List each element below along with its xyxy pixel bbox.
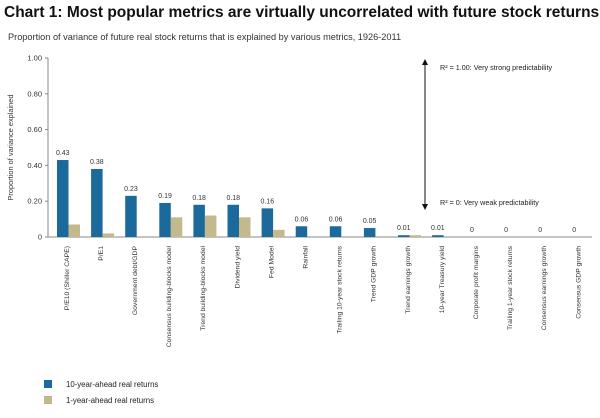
- annotation-weak: R² = 0: Very weak predictability: [440, 198, 539, 207]
- bar-10yr: [125, 195, 137, 237]
- annotation-strong: R² = 1.00: Very strong predictability: [440, 63, 552, 72]
- legend-item-10yr: 10-year-ahead real returns: [44, 380, 158, 389]
- legend-label-10yr: 10-year-ahead real returns: [66, 380, 159, 389]
- category-label: Consensus building-blocks model: [166, 246, 173, 348]
- y-tick-label: 1.00: [27, 54, 42, 63]
- bar-10yr: [363, 228, 376, 237]
- category-label: Trend building-blocks model: [200, 246, 207, 331]
- y-tick-label: 0: [38, 233, 42, 242]
- data-label-10yr: 0: [504, 227, 508, 234]
- data-label-10yr: 0: [470, 227, 474, 234]
- y-tick-label: 0.80: [27, 89, 42, 98]
- data-label-10yr: 0: [538, 227, 542, 234]
- bar-1yr: [68, 224, 80, 237]
- data-label-10yr: 0: [572, 227, 576, 234]
- category-label: Dividend yield: [234, 246, 241, 289]
- data-label-10yr: 0.01: [431, 225, 445, 232]
- bar-10yr: [91, 168, 103, 237]
- legend-item-1yr: 1-year-ahead real returns: [44, 396, 154, 405]
- bar-10yr: [329, 226, 342, 237]
- bar-10yr: [227, 204, 239, 237]
- legend-swatch-10yr: [44, 380, 52, 388]
- data-label-10yr: 0.18: [192, 195, 206, 202]
- category-label: Consensus earnings growth: [541, 246, 548, 330]
- category-label: Government debt/GDP: [132, 246, 139, 316]
- bar-1yr: [170, 217, 183, 237]
- bar-1yr: [239, 217, 251, 237]
- category-label: Consensus GDP growth: [575, 246, 582, 319]
- bar-1yr: [102, 233, 115, 237]
- bar-1yr: [273, 229, 285, 237]
- category-label: Trend GDP growth: [371, 246, 378, 303]
- category-label: Trailing 10-year stock returns: [337, 245, 344, 333]
- data-label-10yr: 0.19: [158, 193, 172, 200]
- bar-10yr: [261, 208, 274, 237]
- legend-label-1yr: 1-year-ahead real returns: [66, 396, 154, 405]
- category-label: 10-year Treasury yield: [439, 246, 446, 313]
- bar-10yr: [295, 226, 308, 237]
- bar-10yr: [398, 235, 410, 237]
- bar-1yr: [409, 235, 421, 237]
- data-label-10yr: 0.16: [261, 198, 275, 205]
- bar-1yr: [204, 215, 217, 237]
- bar-10yr: [432, 235, 444, 237]
- category-label: Rainfall: [302, 246, 309, 269]
- chart-title: Chart 1: Most popular metrics are virtua…: [4, 4, 600, 21]
- y-axis-title: Proportion of variance explained: [6, 95, 15, 201]
- bar-10yr: [193, 204, 205, 237]
- category-label: Fed Model: [268, 246, 275, 279]
- data-label-10yr: 0.05: [363, 218, 377, 225]
- category-label: P/E1: [98, 246, 105, 261]
- legend-swatch-1yr: [44, 396, 52, 404]
- category-label: Trend earnings growth: [405, 246, 412, 314]
- data-label-10yr: 0.06: [295, 216, 309, 223]
- data-label-10yr: 0.06: [329, 216, 343, 223]
- bar-10yr: [57, 160, 69, 237]
- data-label-10yr: 0.43: [56, 150, 70, 157]
- data-label-10yr: 0.01: [397, 225, 411, 232]
- data-label-10yr: 0.23: [124, 186, 138, 193]
- y-tick-label: 0.20: [27, 197, 42, 206]
- data-label-10yr: 0.38: [90, 159, 104, 166]
- category-label: Corporate profit margins: [473, 245, 480, 319]
- bar-10yr: [159, 202, 171, 237]
- category-label: P/E10 (Shiller CAPE): [64, 246, 71, 310]
- y-tick-label: 0.60: [27, 125, 42, 134]
- data-label-10yr: 0.18: [226, 195, 240, 202]
- y-tick-label: 0.40: [27, 161, 42, 170]
- category-label: Trailing 1-year stock returns: [507, 245, 514, 330]
- chart-subtitle: Proportion of variance of future real st…: [8, 32, 402, 42]
